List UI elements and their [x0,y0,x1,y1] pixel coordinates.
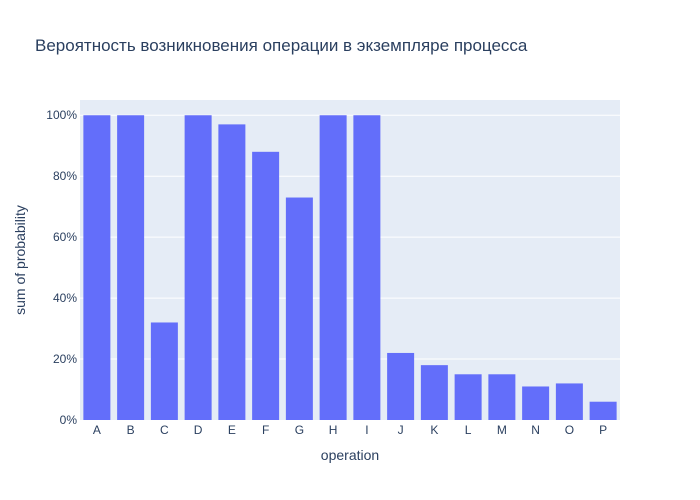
y-tick-label: 80% [53,169,77,183]
bar-C[interactable] [150,322,178,420]
bar-M[interactable] [488,374,516,420]
x-tick-label: C [160,423,169,437]
x-tick-label: G [295,423,304,437]
chart-title: Вероятность возникновения операции в экз… [35,36,528,55]
bar-O[interactable] [555,383,583,420]
x-tick-label: L [465,423,472,437]
x-tick-label: F [262,423,269,437]
y-tick-label: 40% [53,291,77,305]
bar-F[interactable] [252,151,280,421]
bar-J[interactable] [387,352,415,420]
x-tick-label: I [365,423,368,437]
y-tick-label: 100% [46,108,77,122]
x-tick-label: M [497,423,507,437]
x-tick-label: N [531,423,540,437]
bar-B[interactable] [117,115,145,420]
x-tick-label: O [565,423,574,437]
bar-H[interactable] [319,115,347,420]
bars [83,115,617,421]
bar-L[interactable] [454,374,482,420]
bar-D[interactable] [184,115,212,420]
x-tick-label: J [398,423,404,437]
bar-P[interactable] [589,401,617,420]
y-tick-label: 60% [53,230,77,244]
x-tick-label: B [127,423,135,437]
bar-N[interactable] [522,386,550,420]
x-tick-label: P [599,423,607,437]
x-tick-label: D [194,423,203,437]
bar-G[interactable] [285,197,313,420]
y-tick-label: 0% [60,413,78,427]
bar-I[interactable] [353,115,381,420]
bar-K[interactable] [420,365,448,420]
x-tick-label: H [329,423,338,437]
y-axis-title: sum of probability [12,205,28,315]
x-axis-title: operation [321,447,379,463]
x-tick-label: K [430,423,438,437]
x-tick-label: E [228,423,236,437]
x-tick-label: A [93,423,101,437]
x-axis-ticks: A B C D E F G H I J K L M N O P [93,423,607,437]
bar-E[interactable] [218,124,246,420]
y-tick-label: 20% [53,352,77,366]
y-axis-ticks: 0% 20% 40% 60% 80% 100% [46,108,77,427]
bar-A[interactable] [83,115,111,420]
